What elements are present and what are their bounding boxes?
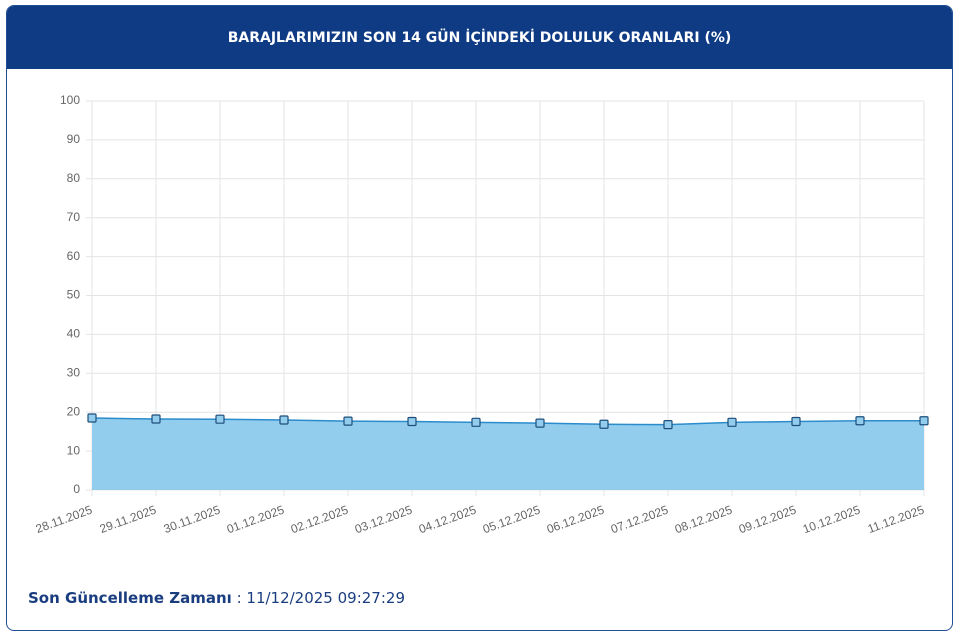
x-tick-label: 30.11.2025 bbox=[162, 503, 223, 537]
y-tick-label: 10 bbox=[67, 443, 81, 457]
update-value: : 11/12/2025 09:27:29 bbox=[236, 589, 405, 607]
x-tick-label: 09.12.2025 bbox=[737, 503, 799, 537]
chart-title: BARAJLARIMIZIN SON 14 GÜN İÇİNDEKİ DOLUL… bbox=[227, 29, 732, 46]
x-tick-label: 01.12.2025 bbox=[225, 503, 287, 537]
x-tick-label: 03.12.2025 bbox=[353, 503, 415, 537]
x-tick-label: 28.11.2025 bbox=[34, 503, 95, 537]
x-tick-label: 06.12.2025 bbox=[545, 503, 607, 537]
x-tick-label: 10.12.2025 bbox=[801, 503, 863, 537]
y-tick-label: 50 bbox=[67, 288, 81, 302]
x-tick-label: 08.12.2025 bbox=[673, 503, 735, 537]
area-fill bbox=[92, 418, 924, 490]
point bbox=[919, 416, 929, 426]
card-header: BARAJLARIMIZIN SON 14 GÜN İÇİNDEKİ DOLUL… bbox=[7, 6, 952, 69]
point bbox=[727, 417, 737, 427]
point bbox=[855, 416, 865, 426]
point bbox=[535, 418, 545, 428]
point bbox=[151, 414, 161, 424]
point bbox=[471, 417, 481, 427]
y-tick-label: 30 bbox=[67, 365, 81, 379]
y-tick-label: 70 bbox=[67, 210, 81, 224]
y-tick-label: 40 bbox=[67, 327, 81, 341]
update-info: Son Güncelleme Zamanı : 11/12/2025 09:27… bbox=[28, 589, 405, 607]
x-tick-label: 07.12.2025 bbox=[609, 503, 671, 537]
point bbox=[599, 419, 609, 429]
chart: 0 10 20 30 40 50 60 70 80 90 100 28.11.2025 29.11.20… bbox=[34, 93, 929, 537]
point bbox=[87, 413, 97, 423]
point bbox=[663, 420, 673, 430]
card: BARAJLARIMIZIN SON 14 GÜN İÇİNDEKİ DOLUL… bbox=[6, 5, 953, 631]
y-tick-label: 20 bbox=[67, 404, 81, 418]
y-tick-label: 100 bbox=[60, 93, 80, 107]
point bbox=[407, 416, 417, 427]
x-tick-label: 02.12.2025 bbox=[289, 503, 351, 537]
x-tick-label: 05.12.2025 bbox=[481, 503, 543, 537]
point bbox=[215, 414, 225, 424]
line bbox=[91, 417, 924, 426]
point bbox=[343, 416, 353, 426]
y-tick-label: 90 bbox=[67, 132, 81, 146]
point bbox=[279, 415, 289, 425]
y-tick-label: 0 bbox=[73, 482, 80, 496]
x-tick-label: 11.12.2025 bbox=[866, 503, 927, 537]
point bbox=[791, 416, 801, 427]
update-label: Son Güncelleme Zamanı bbox=[28, 589, 232, 607]
x-tick-label: 04.12.2025 bbox=[417, 503, 479, 537]
x-tick-label: 29.11.2025 bbox=[98, 503, 159, 537]
y-tick-label: 80 bbox=[67, 171, 81, 185]
y-tick-label: 60 bbox=[67, 249, 81, 263]
